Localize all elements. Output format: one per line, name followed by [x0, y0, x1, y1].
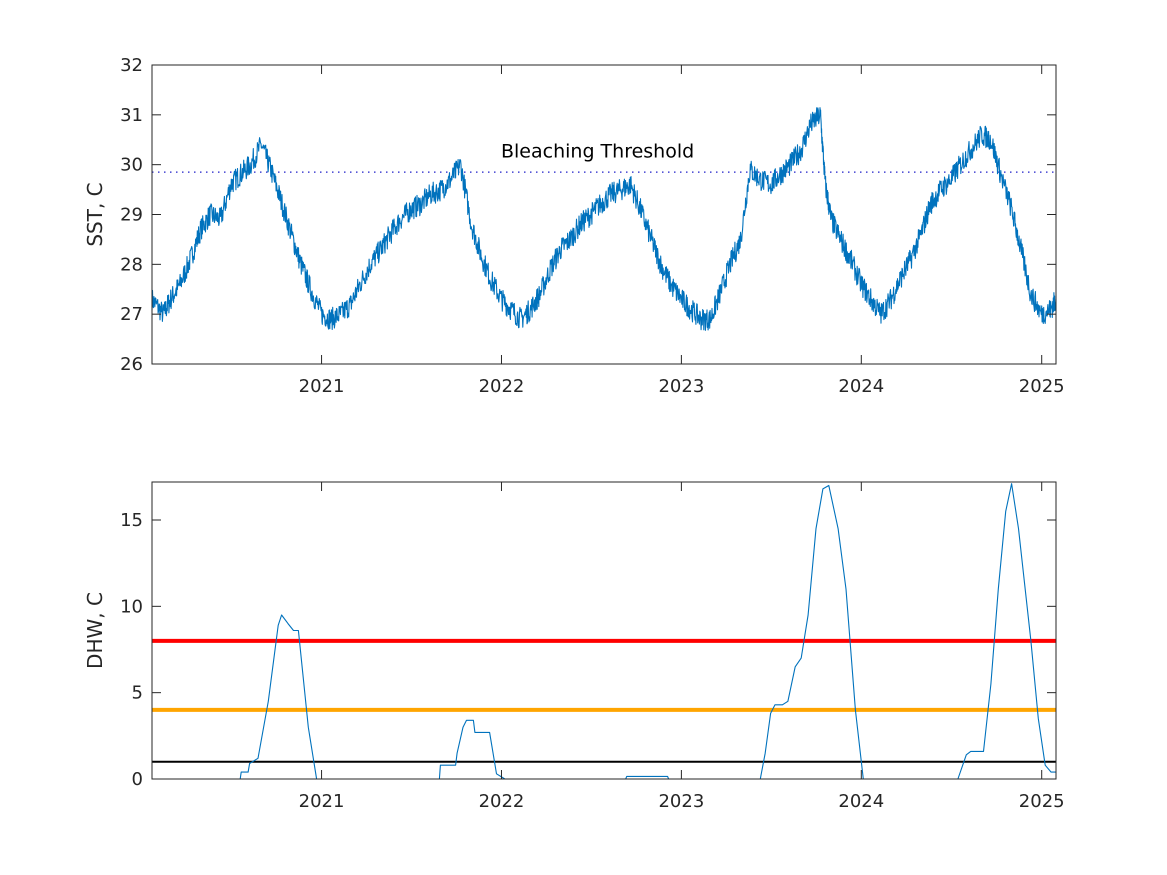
x-tick-label: 2024 [838, 376, 884, 397]
x-tick-label: 2021 [299, 376, 345, 397]
sst-axes: 26 27 28 29 30 31 32 2021 2022 2023 2024 2025 SST, … [83, 55, 1065, 397]
x-tick-label: 2023 [658, 791, 704, 812]
x-tick-label: 2021 [299, 791, 345, 812]
x-tick-label: 2024 [838, 791, 884, 812]
sst-ticks: 26 27 28 29 30 31 32 2021 2022 2023 2024 2025 [120, 55, 1065, 397]
dhw-axes-frame [151, 481, 1057, 780]
dhw-series [152, 483, 1056, 780]
y-tick-label: 30 [120, 155, 143, 176]
y-tick-label: 28 [120, 254, 143, 275]
sst-y-axis-label: SST, C [83, 182, 107, 246]
x-tick-label: 2025 [1019, 376, 1065, 397]
y-tick-label: 5 [132, 683, 143, 704]
data-series-line [152, 483, 1056, 780]
y-tick-label: 0 [132, 769, 143, 790]
y-tick-label: 26 [120, 354, 143, 375]
sst-plot-area [152, 65, 1056, 364]
bleaching-threshold-label: Bleaching Threshold [501, 141, 694, 163]
x-tick-label: 2022 [479, 376, 525, 397]
y-tick-label: 31 [120, 105, 143, 126]
y-tick-label: 32 [120, 55, 143, 76]
x-tick-label: 2025 [1019, 791, 1065, 812]
dhw-axes: 0 5 10 15 2021 2022 2023 2024 2025 DHW, C [83, 481, 1065, 812]
x-tick-label: 2023 [658, 376, 704, 397]
sst-series [151, 107, 1057, 331]
dhw-reference-lines [152, 638, 1056, 763]
y-tick-label: 29 [120, 205, 143, 226]
x-tick-label: 2022 [479, 791, 525, 812]
dhw-y-axis-label: DHW, C [83, 592, 107, 669]
y-tick-label: 15 [120, 510, 143, 531]
dhw-ticks: 0 5 10 15 2021 2022 2023 2024 2025 [120, 482, 1065, 812]
y-tick-label: 27 [120, 304, 143, 325]
data-series-line [151, 107, 1057, 331]
y-tick-label: 10 [120, 596, 143, 617]
dhw-plot-area [152, 482, 1056, 779]
